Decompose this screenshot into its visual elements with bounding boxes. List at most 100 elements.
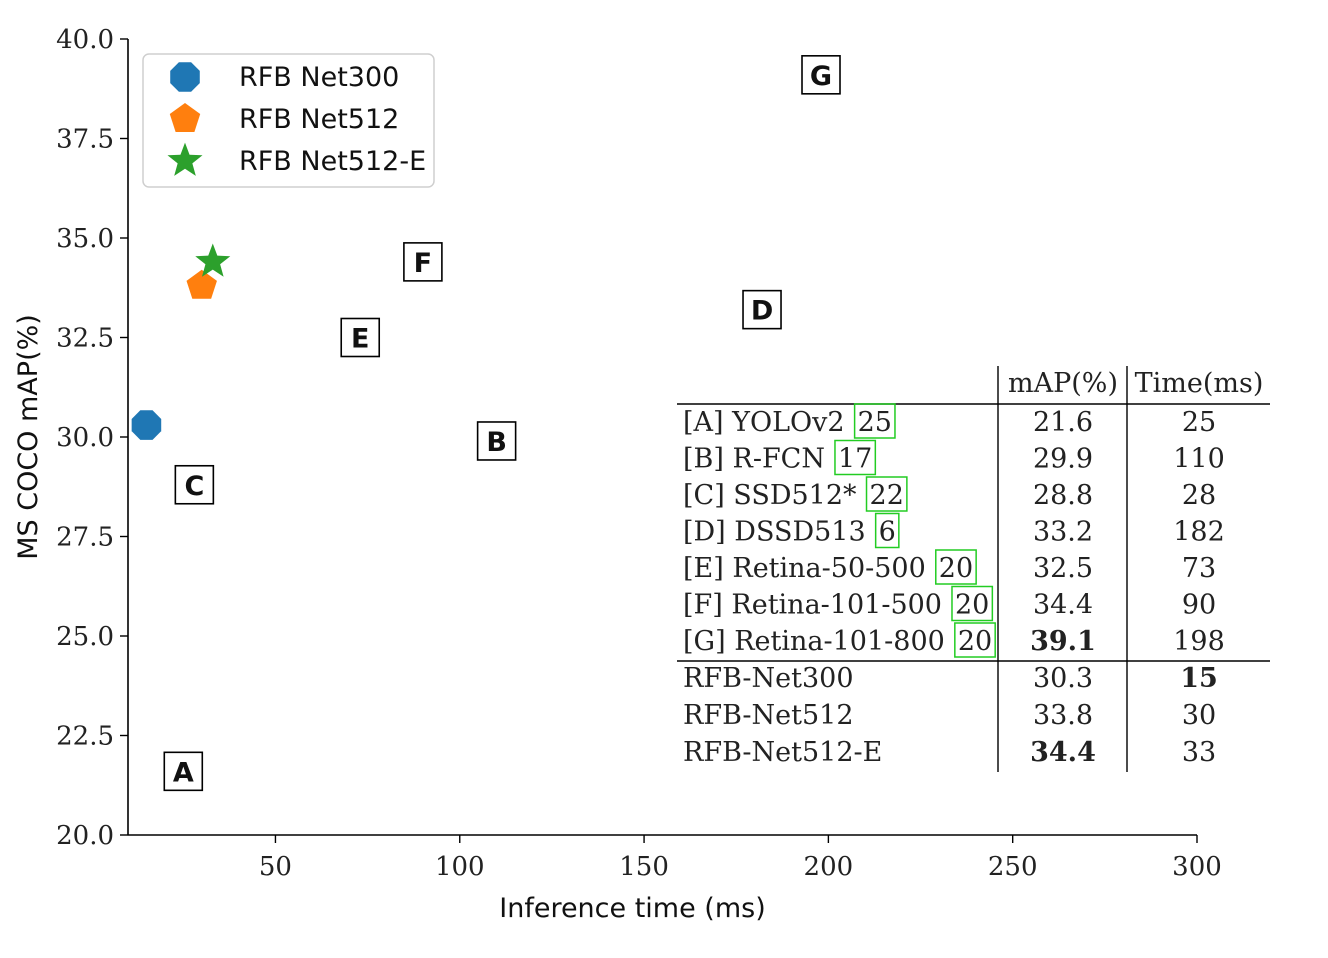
table-row: [F] Retina-101-500 20 34.4 90: [683, 585, 1216, 622]
table-row-ours: RFB-Net300 30.3 15: [683, 663, 1218, 694]
label-box: [403, 242, 443, 282]
row-citation: 6: [879, 517, 896, 548]
label-box: [476, 421, 517, 461]
legend-entry: RFB Net300: [239, 62, 399, 93]
row-time: 110: [1173, 444, 1225, 475]
citation-box: [834, 439, 877, 476]
label-letter: A: [173, 757, 194, 788]
legend-marker-rfb-net512: [169, 103, 201, 132]
citation-box: [874, 512, 900, 549]
boxed-point-labels: A B C D E F G: [163, 55, 841, 792]
results-table: mAP(%) Time(ms)[A] YOLOv2 25 21.6 25[B] R-FC…: [677, 366, 1270, 772]
row-method-name: [B] R-FCN: [683, 444, 825, 475]
table-row: [G] Retina-101-800 20 39.1 198: [683, 622, 1225, 658]
marker-rfb-net512: [186, 269, 217, 299]
row-method-name: RFB-Net512-E: [683, 737, 882, 768]
row-map: 28.8: [1033, 480, 1093, 511]
row-time: 182: [1173, 517, 1225, 548]
label-box: [163, 751, 204, 792]
row-map: 34.4: [1033, 590, 1093, 621]
citation-box: [954, 622, 996, 658]
axes: 20.0 22.5 25.0 27.5 30.0 32.5 35.0 37.5 40.0 50 10…: [13, 25, 1222, 924]
legend-frame: [142, 53, 435, 188]
label-box: [801, 55, 841, 95]
citation-box: [935, 549, 977, 585]
row-time: 73: [1182, 553, 1216, 584]
legend-marker-rfb-net300: [170, 62, 200, 92]
legend: RFB Net300 RFB Net512 RFB Net512-E: [142, 53, 435, 188]
legend-marker-rfb-net512-e: [167, 142, 203, 176]
y-tick-label: 30.0: [56, 423, 114, 453]
y-tick-label: 22.5: [56, 722, 114, 752]
row-method-name: RFB-Net512: [683, 700, 854, 731]
row-map: 30.3: [1033, 663, 1093, 694]
table-row: [C] SSD512* 22 28.8 28: [683, 476, 1216, 512]
row-map: 34.4: [1030, 737, 1096, 768]
boxed-point-c: C: [174, 464, 215, 505]
legend-entry: RFB Net512: [239, 104, 399, 135]
boxed-point-a: A: [163, 751, 204, 792]
row-citation: 22: [870, 480, 904, 511]
row-time: 15: [1180, 663, 1218, 694]
x-axis-title: Inference time (ms): [499, 893, 765, 924]
citation-box: [951, 585, 994, 622]
boxed-point-d: D: [742, 289, 782, 330]
row-citation: 20: [939, 553, 973, 584]
label-letter: G: [810, 61, 832, 92]
row-map: 39.1: [1030, 626, 1096, 657]
label-letter: B: [486, 427, 507, 458]
table-row-ours: RFB-Net512 33.8 30: [683, 700, 1216, 731]
row-time: 90: [1182, 590, 1216, 621]
boxed-point-g: G: [801, 55, 841, 95]
row-method-name: [C] SSD512*: [683, 480, 857, 511]
table-row-ours: RFB-Net512-E 34.4 33: [683, 737, 1216, 768]
label-letter: E: [351, 324, 369, 355]
row-map: 29.9: [1033, 444, 1093, 475]
label-box: [742, 289, 782, 330]
row-citation: 25: [858, 407, 892, 438]
y-axis-title: MS COCO mAP(%): [13, 314, 44, 560]
marker-rfb-net512-e: [195, 243, 231, 277]
label-box: [340, 317, 381, 358]
row-citation: 20: [958, 626, 992, 657]
row-method-name: [A] YOLOv2: [683, 407, 845, 438]
y-tick-label: 25.0: [56, 622, 114, 652]
row-method-name: [F] Retina-101-500: [683, 590, 942, 621]
row-method-name: [E] Retina-50-500: [683, 553, 926, 584]
row-citation: 17: [838, 444, 872, 475]
citation-box: [853, 403, 896, 439]
legend-entry: RFB Net512-E: [239, 146, 426, 177]
row-map: 33.2: [1033, 517, 1093, 548]
label-letter: D: [751, 296, 773, 327]
x-tick-label: 250: [988, 852, 1038, 882]
row-method-name: [D] DSSD513: [683, 517, 866, 548]
marker-rfb-net300: [131, 410, 162, 440]
row-time: 198: [1173, 626, 1225, 657]
table-row: [A] YOLOv2 25 21.6 25: [683, 403, 1216, 439]
row-map: 33.8: [1033, 700, 1093, 731]
row-time: 33: [1182, 737, 1216, 768]
x-tick-label: 200: [804, 852, 854, 882]
x-tick-label: 150: [619, 852, 669, 882]
table-row: [E] Retina-50-500 20 32.5 73: [683, 549, 1216, 585]
x-tick-label: 50: [259, 852, 292, 882]
table-row: [D] DSSD513 6 33.2 182: [683, 512, 1225, 549]
label-letter: F: [414, 248, 432, 279]
label-box: [174, 464, 215, 505]
boxed-point-f: F: [403, 242, 443, 282]
x-tick-label: 100: [435, 852, 485, 882]
table-row: [B] R-FCN 17 29.9 110: [683, 439, 1225, 476]
row-method-name: [G] Retina-101-800: [683, 626, 945, 657]
row-method-name: RFB-Net300: [683, 663, 854, 694]
x-tick-label: 300: [1172, 852, 1222, 882]
row-map: 32.5: [1033, 553, 1093, 584]
y-tick-label: 32.5: [56, 324, 114, 354]
table-header-time: Time(ms): [1135, 368, 1264, 399]
series-markers: [131, 243, 231, 440]
y-tick-label: 37.5: [56, 125, 114, 155]
y-tick-label: 20.0: [56, 821, 114, 851]
row-time: 28: [1182, 480, 1216, 511]
row-time: 25: [1182, 407, 1216, 438]
y-tick-label: 27.5: [56, 523, 114, 553]
